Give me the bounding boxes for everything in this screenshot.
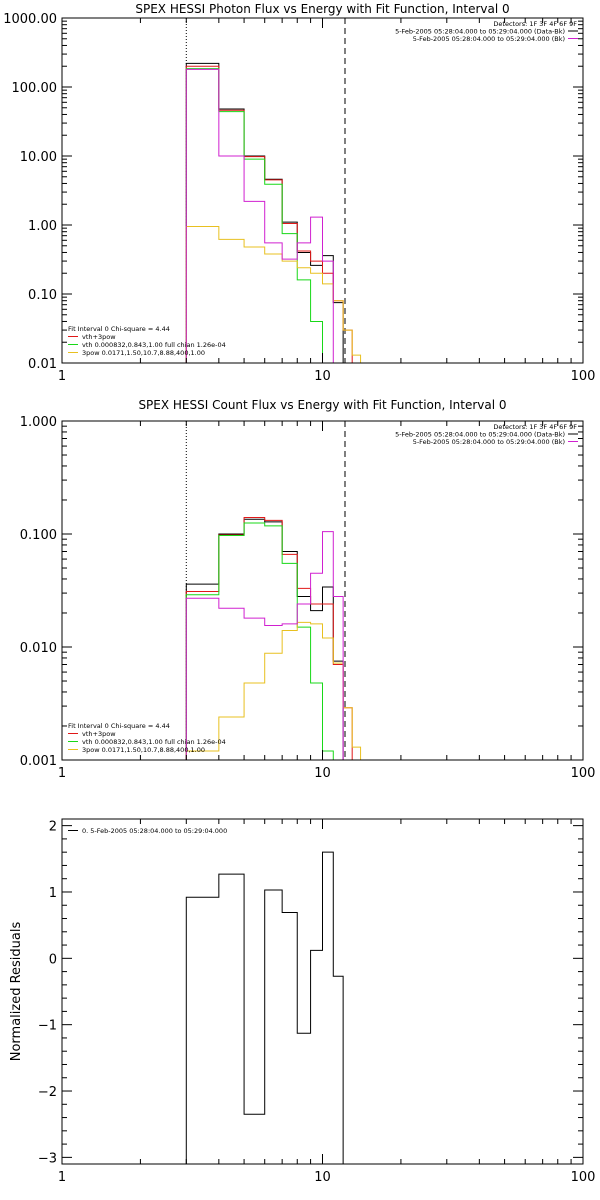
x-axis: 1 10 100 — [58, 819, 596, 1185]
x-tick-label: 1 — [58, 766, 66, 781]
y-axis: −3 −2 −1 0 1 2 — [38, 820, 583, 1166]
series-line-4 — [185, 621, 362, 760]
series-line-3 — [185, 68, 334, 363]
plot-frame — [61, 17, 584, 364]
y-tick-label: 1.00 — [28, 219, 57, 234]
series-line-1 — [185, 851, 344, 1164]
chart-title: SPEX HESSI Photon Flux vs Energy with Fi… — [135, 2, 509, 16]
x-tick-label: 100 — [571, 1170, 596, 1185]
series-line-4 — [185, 226, 362, 363]
legend-right-line: 5-Feb-2005 05:28:04.000 to 05:29:04.000 … — [413, 438, 565, 446]
legend: Fit Interval 0 Chi-square = 4.44vth+3pow… — [68, 722, 226, 754]
y-tick-label: 1 — [49, 886, 57, 901]
y-tick-label: 0.001 — [20, 754, 57, 769]
data-layer — [185, 421, 362, 760]
y-axis-label: Normalized Residuals — [9, 922, 24, 1062]
y-tick-label: 0.010 — [20, 641, 57, 656]
legend-right-line: 5-Feb-2005 05:28:04.000 to 05:29:04.000 … — [395, 28, 565, 36]
legend-right-line: 5-Feb-2005 05:28:04.000 to 05:29:04.000 … — [413, 35, 565, 43]
y-tick-label: 1.000 — [20, 415, 57, 430]
legend-heading: Fit Interval 0 Chi-square = 4.44 — [68, 722, 170, 730]
y-tick-label: 100.00 — [12, 81, 58, 96]
chart-title: SPEX HESSI Count Flux vs Energy with Fit… — [138, 398, 506, 412]
legend-entry: vth 0.000832,0.843,1.00 full chian 1.26e… — [82, 738, 226, 746]
data-layer — [185, 18, 362, 363]
x-tick-label: 1 — [58, 369, 66, 384]
legend-right-line: Detectors: 1F 3F 4F 6F 9F — [493, 423, 577, 431]
x-axis: 1 10 100 — [58, 18, 596, 384]
legend-entry: 3pow 0.0171,1.50,10.7,8.88,400,1.00 — [82, 746, 205, 754]
x-tick-label: 10 — [314, 1170, 331, 1185]
y-tick-label: −1 — [38, 1019, 57, 1034]
legend-entry: vth+3pow — [82, 730, 116, 738]
legend-entry: vth 0.000832,0.843,1.00 full chian 1.26e… — [82, 341, 226, 349]
legend-right: Detectors: 1F 3F 4F 6F 9F5-Feb-2005 05:2… — [395, 20, 578, 43]
y-axis: 0.01 0.10 1.00 10.00 100.00 1000.00 — [3, 12, 583, 372]
series-line-1 — [185, 62, 344, 363]
x-tick-label: 100 — [571, 369, 596, 384]
legend-right: Detectors: 1F 3F 4F 6F 9F5-Feb-2005 05:2… — [395, 423, 578, 446]
series-line-5 — [185, 68, 334, 363]
series-line-3 — [185, 522, 334, 760]
panel-3: 1 10 100 −3 −2 −1 0 1 2 Normalized Residuals 0. 5-… — [9, 818, 596, 1185]
panel-1: SPEX HESSI Photon Flux vs Energy with Fi… — [3, 2, 595, 384]
y-tick-label: 0 — [49, 952, 57, 967]
x-tick-label: 100 — [571, 766, 596, 781]
y-tick-label: 0.100 — [20, 528, 57, 543]
legend: Fit Interval 0 Chi-square = 4.44vth+3pow… — [68, 325, 226, 357]
series-line-1 — [185, 518, 344, 760]
x-tick-label: 1 — [58, 1170, 66, 1185]
y-tick-label: 2 — [49, 820, 57, 835]
y-axis: 0.001 0.010 0.100 1.000 — [20, 415, 583, 769]
data-layer — [185, 851, 344, 1164]
panel-2: SPEX HESSI Count Flux vs Energy with Fit… — [20, 398, 596, 781]
y-tick-label: −3 — [38, 1151, 57, 1166]
legend: 0. 5-Feb-2005 05:28:04.000 to 05:29:04.0… — [68, 827, 227, 835]
y-tick-label: 0.10 — [28, 288, 57, 303]
legend-entry: 0. 5-Feb-2005 05:28:04.000 to 05:29:04.0… — [82, 827, 227, 835]
y-tick-label: 1000.00 — [3, 12, 57, 27]
y-tick-label: 0.01 — [28, 357, 57, 372]
series-line-2 — [185, 516, 353, 760]
x-tick-label: 10 — [314, 766, 331, 781]
y-tick-label: 10.00 — [20, 150, 57, 165]
legend-right-line: Detectors: 1F 3F 4F 6F 9F — [493, 20, 577, 28]
legend-heading: Fit Interval 0 Chi-square = 4.44 — [68, 325, 170, 333]
legend-entry: 3pow 0.0171,1.50,10.7,8.88,400,1.00 — [82, 349, 205, 357]
y-tick-label: −2 — [38, 1085, 57, 1100]
series-line-5 — [185, 531, 344, 760]
legend-entry: vth+3pow — [82, 333, 116, 341]
legend-right-line: 5-Feb-2005 05:28:04.000 to 05:29:04.000 … — [395, 431, 565, 439]
x-tick-label: 10 — [314, 369, 331, 384]
series-line-2 — [185, 65, 353, 363]
